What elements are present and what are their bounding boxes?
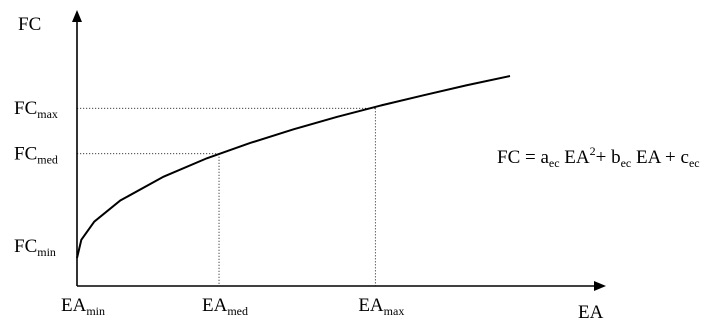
guide-lines bbox=[77, 107, 376, 286]
formula-annotation: FC = aec EA2+ bec EA + cec bbox=[497, 144, 700, 170]
y-axis-arrow bbox=[72, 10, 82, 22]
axes bbox=[72, 10, 606, 291]
series-line bbox=[76, 75, 511, 259]
x-tick-label-max: EAmax bbox=[358, 295, 404, 318]
x-tick-labels: EAmin EAmed EAmax bbox=[61, 295, 404, 318]
x-axis-label: EA bbox=[578, 302, 604, 323]
x-tick-label-med: EAmed bbox=[202, 295, 248, 318]
labels: FC EA bbox=[18, 14, 604, 323]
y-tick-label-min: FCmin bbox=[14, 236, 56, 259]
x-tick-label-min: EAmin bbox=[61, 295, 105, 318]
y-tick-label-max: FCmax bbox=[14, 98, 58, 121]
y-tick-label-med: FCmed bbox=[14, 144, 58, 167]
y-tick-labels: FCmin FCmed FCmax bbox=[14, 98, 58, 259]
x-axis-arrow bbox=[594, 281, 606, 291]
y-axis-label: FC bbox=[18, 14, 41, 35]
